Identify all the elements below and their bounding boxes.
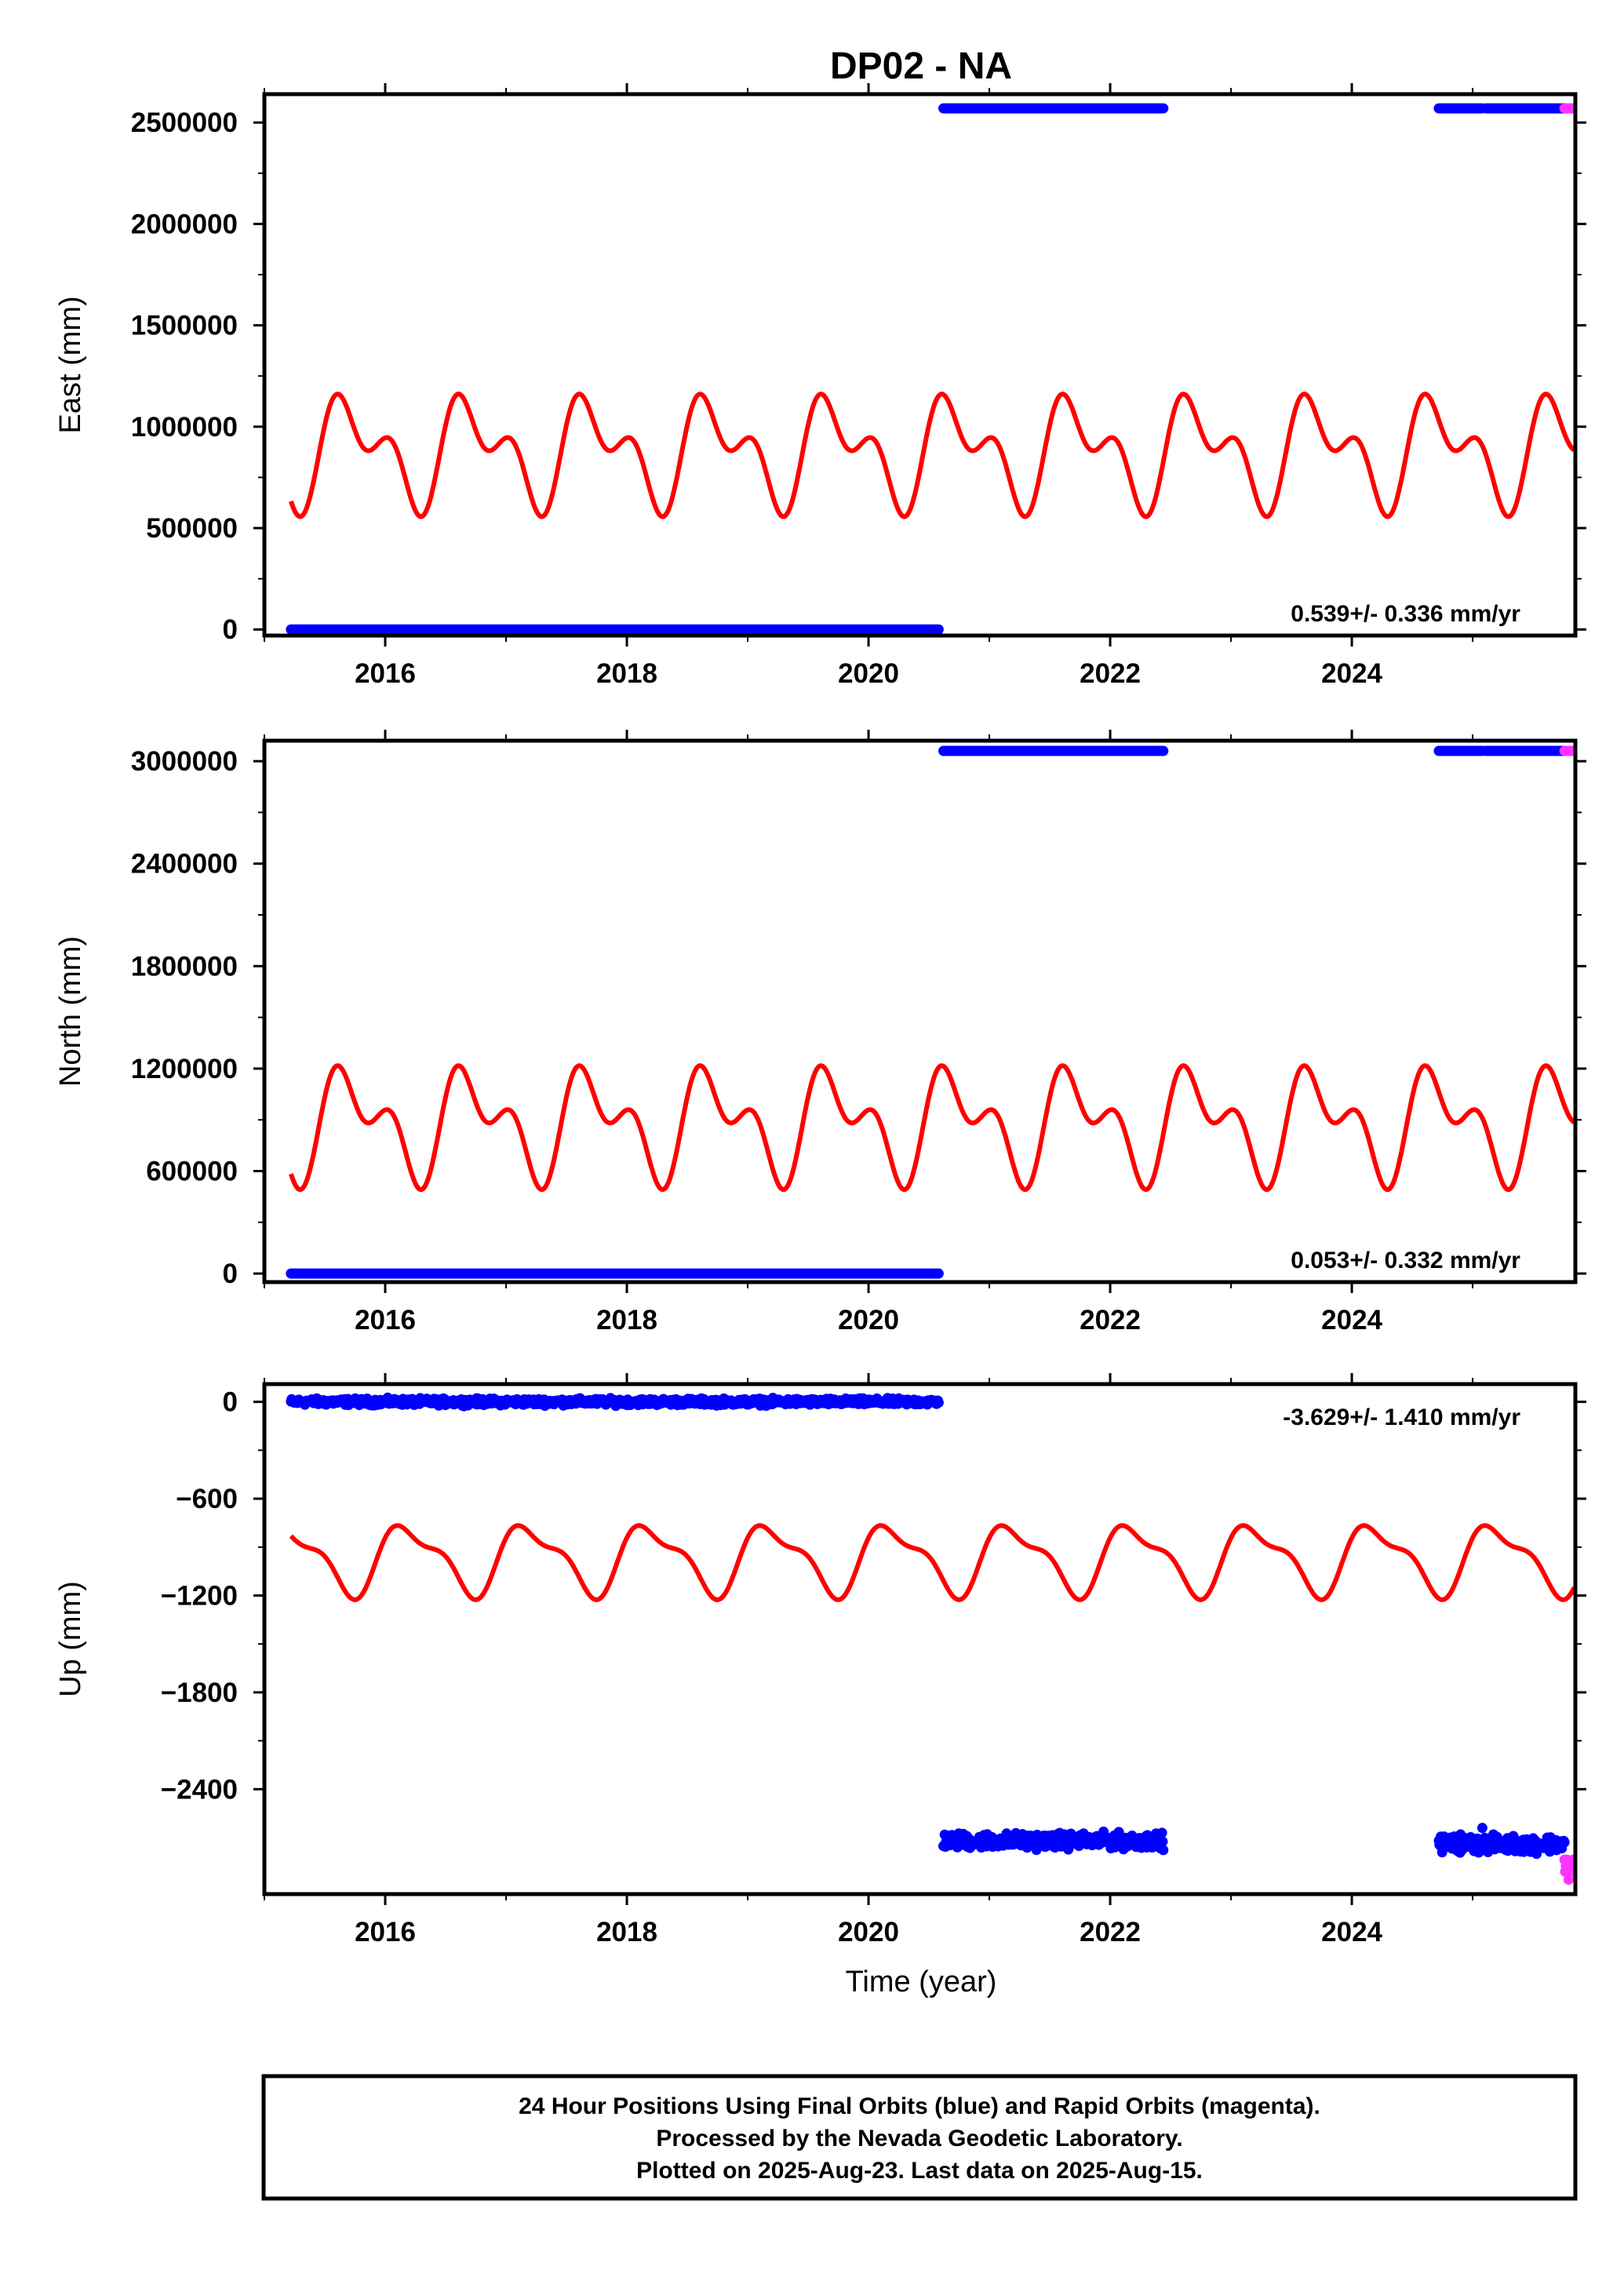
x-tick-label: 2018 xyxy=(596,658,657,689)
x-tick-label: 2020 xyxy=(838,1305,899,1335)
footer-line-2: Processed by the Nevada Geodetic Laborat… xyxy=(656,2126,1182,2151)
data-point xyxy=(1158,1845,1169,1856)
y-tick-label: 1200000 xyxy=(131,1054,238,1084)
y-tick-label: 1500000 xyxy=(131,311,238,341)
y-tick-label: −600 xyxy=(176,1484,238,1514)
y-axis-label: Up (mm) xyxy=(54,1581,87,1697)
x-tick-label: 2024 xyxy=(1321,1917,1382,1947)
final-orbit-outliers xyxy=(1455,1823,1498,1843)
north-panel: North (mm) 2016 2018 2020 2022 2024 0 600000 120… xyxy=(54,730,1586,1335)
y-tick-label: −2400 xyxy=(161,1774,238,1805)
y-tick-label: 2400000 xyxy=(131,849,238,880)
y-tick-label: 0 xyxy=(223,1259,238,1289)
x-tick-label: 2022 xyxy=(1080,658,1141,689)
chart-title: DP02 - NA xyxy=(830,46,1012,87)
footer-line-1: 24 Hour Positions Using Final Orbits (bl… xyxy=(519,2093,1320,2119)
y-tick-label: −1200 xyxy=(161,1580,238,1611)
outlier-point xyxy=(1477,1823,1487,1834)
data-point xyxy=(1157,1836,1168,1847)
y-tick-label: −1800 xyxy=(161,1678,238,1708)
y-tick-label: 3000000 xyxy=(131,746,238,777)
y-tick-label: 2000000 xyxy=(131,209,238,239)
y-tick-label: 0 xyxy=(223,1387,238,1418)
outlier-point xyxy=(1455,1829,1466,1840)
footer-box xyxy=(261,2074,1578,2201)
data-point xyxy=(1563,1874,1574,1885)
plot-frame xyxy=(262,738,1578,1284)
east-panel: East (mm) 2016 2018 2020 2022 2024 0 500000 1000… xyxy=(54,83,1586,689)
y-axis-label: North (mm) xyxy=(54,936,87,1087)
data-point xyxy=(933,1397,944,1408)
x-tick-label: 2016 xyxy=(355,1305,416,1335)
x-tick-label: 2022 xyxy=(1080,1917,1141,1947)
final-orbit-points xyxy=(286,1392,944,1412)
data-layer xyxy=(286,103,1575,635)
model-curve xyxy=(289,392,1575,519)
x-tick-label: 2024 xyxy=(1321,1305,1382,1335)
rate-label: -3.629+/- 1.410 mm/yr xyxy=(1283,1404,1520,1430)
x-tick-label: 2020 xyxy=(838,658,899,689)
model-curve xyxy=(289,1523,1575,1602)
data-layer xyxy=(286,1392,1575,1885)
y-tick-label: 500000 xyxy=(146,513,238,544)
outlier-point xyxy=(1487,1832,1498,1843)
y-tick-label: 1800000 xyxy=(131,951,238,982)
data-layer xyxy=(286,745,1575,1279)
final-orbit-points xyxy=(938,1826,1169,1856)
data-point xyxy=(1156,1827,1167,1838)
rate-label: 0.539+/- 0.336 mm/yr xyxy=(1291,601,1520,627)
data-point xyxy=(1559,1837,1570,1848)
model-curve xyxy=(289,1062,1575,1193)
x-axis-label: Time (year) xyxy=(846,1966,997,1998)
rate-label: 0.053+/- 0.332 mm/yr xyxy=(1291,1248,1520,1273)
final-orbit-points xyxy=(1433,1829,1570,1860)
y-tick-label: 0 xyxy=(223,614,238,645)
x-tick-label: 2016 xyxy=(355,658,416,689)
x-tick-label: 2022 xyxy=(1080,1305,1141,1335)
y-tick-label: 1000000 xyxy=(131,412,238,443)
plot-frame xyxy=(262,1382,1578,1896)
x-tick-label: 2020 xyxy=(838,1917,899,1947)
x-tick-label: 2018 xyxy=(596,1917,657,1947)
y-axis-label: East (mm) xyxy=(54,296,87,433)
x-tick-label: 2024 xyxy=(1321,658,1382,689)
footer-line-3: Plotted on 2025-Aug-23. Last data on 202… xyxy=(636,2158,1203,2184)
y-tick-label: 2500000 xyxy=(131,107,238,138)
up-panel: Up (mm) 2016 2018 2020 2022 2024 0 −600 −1200 −18… xyxy=(54,1373,1586,1947)
plot-frame xyxy=(262,92,1578,638)
x-tick-label: 2018 xyxy=(596,1305,657,1335)
x-tick-label: 2016 xyxy=(355,1917,416,1947)
y-tick-label: 600000 xyxy=(146,1157,238,1187)
